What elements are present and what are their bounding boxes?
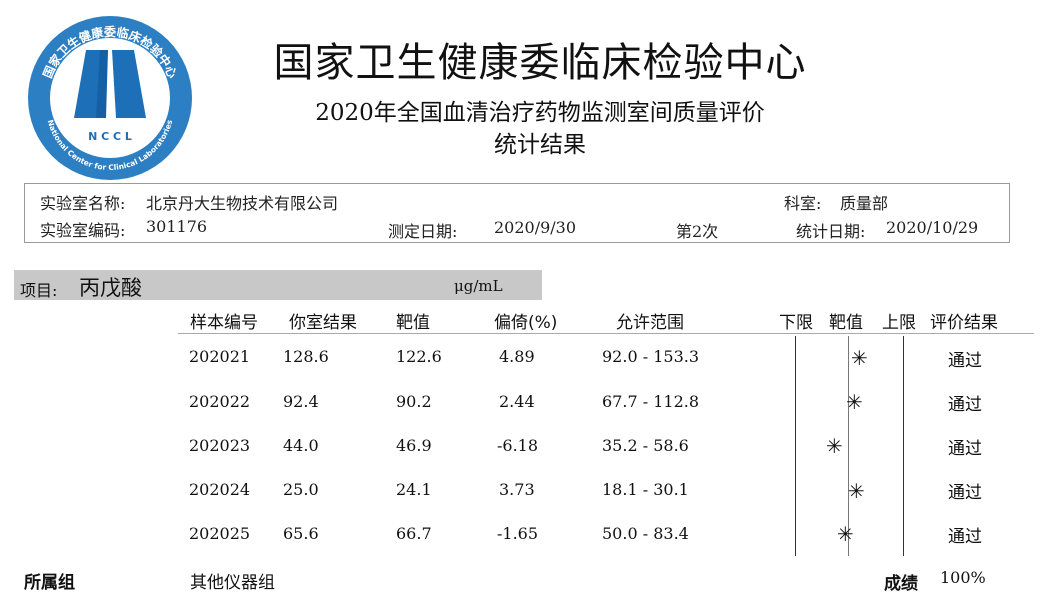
row-evaluation: 通过 — [948, 483, 982, 503]
header-upper: 上限 — [882, 313, 916, 333]
row-result: 44.0 — [283, 436, 319, 455]
row-range: 35.2 - 58.6 — [602, 436, 689, 455]
row-sample: 202022 — [189, 392, 251, 411]
test-date: 2020/9/30 — [494, 218, 577, 237]
page-title: 国家卫生健康委临床检验中心 — [273, 40, 807, 86]
item-unit: μg/mL — [454, 277, 503, 295]
row-result: 65.6 — [283, 524, 319, 543]
header-lower: 下限 — [779, 313, 813, 333]
row-result: 92.4 — [283, 392, 319, 411]
lab-code: 301176 — [146, 217, 208, 236]
score-label: 成绩 — [884, 574, 918, 594]
row-target: 24.1 — [396, 480, 432, 499]
row-target: 46.9 — [396, 436, 432, 455]
lab-info-box — [24, 183, 1010, 243]
row-target: 66.7 — [396, 524, 432, 543]
header-target: 靶值 — [396, 313, 430, 333]
target-line — [848, 336, 849, 556]
upper-limit-line — [903, 336, 904, 556]
row-result: 25.0 — [283, 480, 319, 499]
result-marker: ✳ — [826, 434, 843, 458]
row-target: 122.6 — [396, 347, 442, 366]
row-sample: 202023 — [189, 436, 251, 455]
lab-name-label: 实验室名称: — [40, 194, 126, 213]
row-range: 18.1 - 30.1 — [602, 480, 689, 499]
row-sample: 202024 — [189, 480, 251, 499]
row-sample: 202025 — [189, 524, 251, 543]
group-value: 其他仪器组 — [190, 573, 275, 593]
row-evaluation: 通过 — [948, 395, 982, 415]
row-target: 90.2 — [396, 392, 432, 411]
item-label: 项目: — [20, 281, 58, 300]
row-bias: 3.73 — [499, 480, 535, 499]
item-band — [14, 270, 542, 300]
row-bias: 2.44 — [499, 392, 535, 411]
header-sample: 样本编号 — [190, 313, 258, 333]
score-value: 100% — [940, 568, 986, 587]
group-label: 所属组 — [24, 573, 75, 593]
header-range: 允许范围 — [616, 313, 684, 333]
row-range: 50.0 - 83.4 — [602, 524, 689, 543]
test-date-label: 测定日期: — [388, 222, 458, 241]
row-evaluation: 通过 — [948, 527, 982, 547]
row-sample: 202021 — [189, 347, 251, 366]
round-label: 第2次 — [676, 222, 719, 241]
header-bias: 偏倚(%) — [494, 313, 558, 333]
row-evaluation: 通过 — [948, 351, 982, 371]
row-range: 67.7 - 112.8 — [602, 392, 700, 411]
header-result: 你室结果 — [289, 313, 357, 333]
lab-code-label: 实验室编码: — [40, 221, 126, 240]
header-rule — [178, 333, 1034, 334]
logo-abbrev: N C C L — [88, 130, 132, 143]
dept: 质量部 — [840, 194, 889, 213]
page-subtitle-2: 统计结果 — [494, 132, 586, 158]
lab-name: 北京丹大生物技术有限公司 — [146, 194, 339, 213]
row-range: 92.0 - 153.3 — [602, 347, 700, 366]
page-subtitle: 2020年全国血清治疗药物监测室间质量评价 — [315, 100, 765, 126]
result-marker: ✳ — [837, 522, 854, 546]
row-evaluation: 通过 — [948, 439, 982, 459]
result-marker: ✳ — [848, 479, 865, 503]
dept-label: 科室: — [784, 194, 822, 213]
item-name: 丙戊酸 — [79, 276, 142, 300]
nccl-logo: 国家卫生健康委临床检验中心 National Center for Clinic… — [28, 16, 192, 180]
result-marker: ✳ — [846, 390, 863, 414]
stat-date: 2020/10/29 — [886, 218, 979, 237]
result-marker: ✳ — [851, 346, 868, 370]
row-bias: 4.89 — [499, 347, 535, 366]
row-bias: -1.65 — [497, 524, 539, 543]
lower-limit-line — [795, 336, 796, 556]
header-target-col: 靶值 — [829, 313, 863, 333]
row-result: 128.6 — [283, 347, 329, 366]
row-bias: -6.18 — [497, 436, 539, 455]
stat-date-label: 统计日期: — [796, 222, 866, 241]
header-evaluation: 评价结果 — [930, 313, 998, 333]
